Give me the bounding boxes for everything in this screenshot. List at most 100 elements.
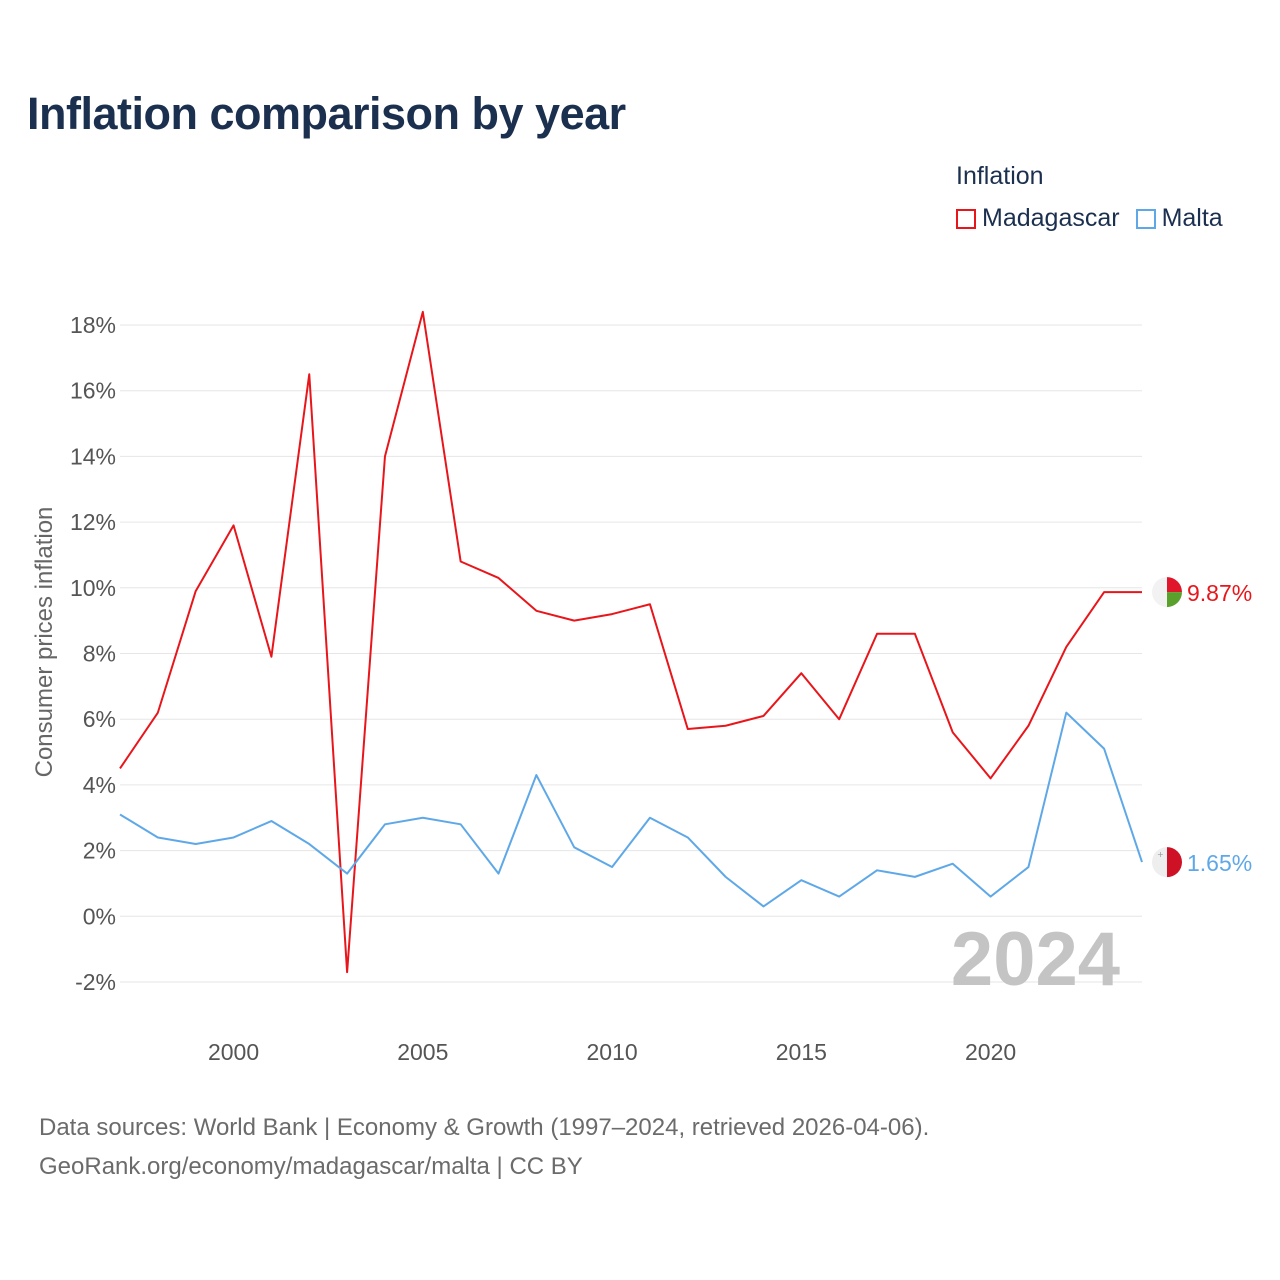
data-point-malta	[117, 811, 123, 817]
x-tick-label: 2010	[586, 1039, 637, 1065]
chart-title: Inflation comparison by year	[27, 88, 626, 139]
data-point-madagascar	[1025, 723, 1031, 729]
legend-item-malta[interactable]: Malta	[1135, 204, 1223, 233]
data-point-malta	[1025, 864, 1031, 870]
data-point-madagascar	[458, 559, 464, 565]
data-point-madagascar	[155, 710, 161, 716]
data-point-madagascar	[193, 588, 199, 594]
x-tick-label: 2005	[397, 1039, 448, 1065]
legend-title: Inflation	[956, 162, 1044, 190]
legend-swatch-malta	[1135, 208, 1156, 229]
data-point-malta	[988, 894, 994, 900]
y-tick-label: 18%	[70, 312, 116, 338]
data-point-malta	[571, 844, 577, 850]
data-point-madagascar	[685, 726, 691, 732]
data-point-malta	[798, 877, 804, 883]
data-point-malta	[268, 818, 274, 824]
data-point-madagascar	[647, 601, 653, 607]
legend: Madagascar Malta	[956, 204, 1239, 233]
legend-label-malta: Malta	[1161, 204, 1223, 232]
y-tick-label: -2%	[75, 969, 116, 995]
madagascar-flag	[1152, 577, 1182, 608]
x-tick-label: 2015	[776, 1039, 827, 1065]
y-axis-ticks: -2% 0% 2% 4% 6% 8% 10% 12% 14% 16% 18%	[70, 312, 116, 995]
data-point-madagascar	[1101, 589, 1107, 595]
data-point-malta	[231, 834, 237, 840]
data-point-madagascar	[533, 608, 539, 614]
data-point-malta	[420, 815, 426, 821]
end-label-madagascar: 9.87%	[1187, 580, 1252, 606]
data-point-malta	[685, 834, 691, 840]
data-point-madagascar	[988, 775, 994, 781]
data-point-madagascar	[420, 309, 426, 315]
data-point-malta	[874, 867, 880, 873]
data-point-malta	[1101, 746, 1107, 752]
data-point-malta	[723, 874, 729, 880]
data-point-malta	[609, 864, 615, 870]
data-point-malta	[1063, 710, 1069, 716]
data-point-malta	[496, 871, 502, 877]
end-labels: 9.87% + 1.65%	[1152, 577, 1252, 878]
data-point-madagascar	[496, 575, 502, 581]
data-point-madagascar	[1139, 589, 1145, 595]
data-point-madagascar	[268, 654, 274, 660]
x-tick-label: 2000	[208, 1039, 259, 1065]
flag-red-band	[1167, 577, 1182, 593]
data-point-malta	[382, 821, 388, 827]
end-label-malta: 1.65%	[1187, 850, 1252, 876]
data-point-madagascar	[1063, 644, 1069, 650]
x-axis-ticks: 2000 2005 2010 2015 2020	[208, 1039, 1016, 1065]
source-note: Data sources: World Bank | Economy & Gro…	[39, 1108, 929, 1186]
data-point-madagascar	[382, 453, 388, 459]
data-point-malta	[193, 841, 199, 847]
data-point-malta	[344, 871, 350, 877]
series-lines	[117, 309, 1145, 975]
data-point-malta	[155, 834, 161, 840]
y-tick-label: 10%	[70, 575, 116, 601]
y-axis-label: Consumer prices inflation	[31, 507, 58, 778]
data-point-madagascar	[306, 371, 312, 377]
legend-item-madagascar[interactable]: Madagascar	[956, 204, 1120, 233]
data-point-malta	[533, 772, 539, 778]
legend-swatch-madagascar	[956, 208, 976, 229]
data-point-madagascar	[609, 611, 615, 617]
source-line-1: Data sources: World Bank | Economy & Gro…	[39, 1114, 930, 1141]
data-point-madagascar	[798, 670, 804, 676]
gridlines	[120, 324, 1142, 983]
data-point-malta	[458, 821, 464, 827]
data-point-madagascar	[344, 969, 350, 975]
y-tick-label: 12%	[70, 509, 116, 535]
data-point-madagascar	[760, 713, 766, 719]
y-tick-label: 0%	[83, 903, 116, 929]
year-watermark: 2024	[951, 917, 1120, 1002]
data-point-madagascar	[231, 522, 237, 528]
data-point-madagascar	[874, 631, 880, 637]
data-point-madagascar	[912, 631, 918, 637]
data-point-malta	[1139, 859, 1145, 865]
data-point-madagascar	[836, 716, 842, 722]
malta-flag: +	[1152, 847, 1182, 878]
y-tick-label: 4%	[83, 772, 116, 798]
series-line-madagascar	[119, 310, 1142, 974]
flag-red-half	[1167, 847, 1182, 878]
data-point-malta	[950, 861, 956, 867]
y-tick-label: 2%	[83, 838, 116, 864]
data-point-malta	[647, 815, 653, 821]
data-point-malta	[836, 894, 842, 900]
data-point-malta	[760, 903, 766, 909]
data-point-malta	[912, 874, 918, 880]
legend-label-madagascar: Madagascar	[982, 204, 1120, 232]
series-line-malta	[119, 711, 1143, 908]
y-tick-label: 16%	[70, 378, 116, 404]
x-tick-label: 2020	[965, 1039, 1016, 1065]
flag-green-band	[1167, 592, 1182, 608]
data-point-madagascar	[723, 723, 729, 729]
y-tick-label: 14%	[70, 443, 116, 469]
data-point-madagascar	[950, 729, 956, 735]
george-cross-icon: +	[1157, 850, 1164, 859]
data-point-malta	[306, 841, 312, 847]
data-point-madagascar	[117, 765, 123, 771]
source-line-2[interactable]: GeoRank.org/economy/madagascar/malta | C…	[39, 1153, 583, 1180]
data-point-madagascar	[571, 618, 577, 624]
